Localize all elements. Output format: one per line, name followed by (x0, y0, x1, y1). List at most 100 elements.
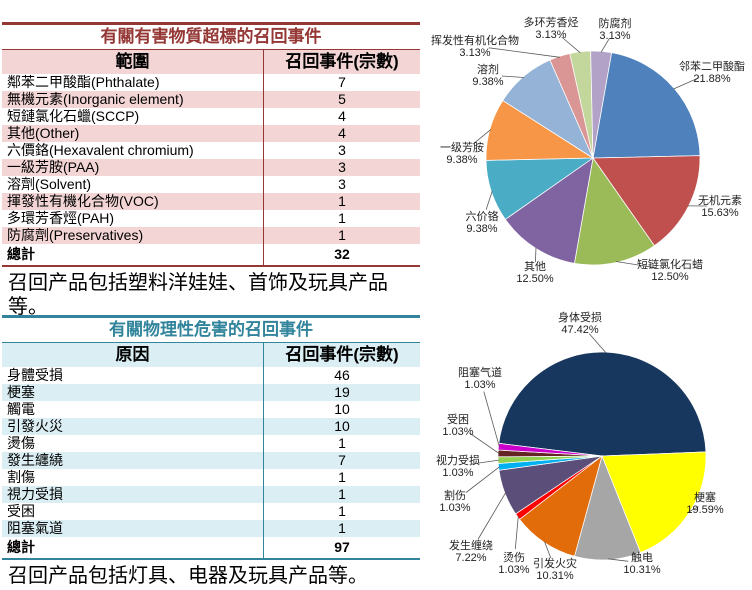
pie-slice-0 (498, 351, 707, 457)
pie-pct-label-5: 9.38% (446, 154, 477, 166)
pie-pct-label-6: 1.03% (439, 502, 470, 514)
row-value: 4 (263, 125, 420, 142)
pie-pct-label-3: 12.50% (516, 273, 554, 285)
row-value: 1 (263, 193, 420, 210)
pie-pct-label-8: 1.03% (442, 426, 473, 438)
table-body: 鄰苯二甲酸酯(Phthalate) 7 無機元素(Inorganic element… (2, 74, 420, 267)
pie-label-1: 梗塞 (694, 490, 716, 504)
row-value: 1 (263, 503, 420, 520)
leader-line-6 (465, 466, 500, 493)
row-label: 一級芳胺(PAA) (2, 159, 264, 176)
pie-pct-label-9: 1.03% (464, 379, 495, 391)
pie-slice-1 (601, 451, 707, 554)
pie-pct-label-2: 12.50% (651, 271, 689, 283)
pie-label-9: 防腐剂 (599, 16, 632, 30)
row-label: 身體受損 (7, 367, 63, 383)
total-value: 97 (263, 537, 420, 560)
row-label: 短鏈氯化石蠟(SCCP) (7, 108, 140, 124)
leader-line-3 (535, 247, 537, 263)
leader-line-3 (544, 541, 552, 559)
row-value: 1 (263, 435, 420, 452)
hazardous-substance-recall-table: 範圍 召回事件(宗數) 鄰苯二甲酸酯(Phthalate) 7 無機元素(Inorga… (2, 50, 420, 267)
row-label: 多環芳香烴(PAH) (7, 210, 115, 226)
header-row: 原因 召回事件(宗數) (2, 343, 420, 367)
leader-line-6 (501, 75, 525, 78)
total-label: 總計 (2, 537, 264, 560)
row-value: 3 (263, 176, 420, 193)
physical-hazard-recall-table: 原因 召回事件(宗數) 身體受損 46 梗塞 19 觸電 10 引發火災 10 燙傷 1 發生纏繞 7 割… (2, 343, 420, 560)
table-body: 身體受損 46 梗塞 19 觸電 10 引發火災 10 燙傷 1 發生纏繞 7 割傷 1 視力受損 1 受困 1 阻… (2, 367, 420, 560)
table-row: 六價鉻(Hexavalent chromium) 3 (2, 142, 420, 159)
pie-pct-label-9: 3.13% (599, 30, 630, 42)
pie-pct-label-6: 9.38% (472, 76, 503, 88)
leader-line-7 (471, 459, 500, 465)
physical-hazard-pie-chart: 身体受损 47.42% 梗塞 19.59% 触电 10.31% 引发火灾 10.31% 烫伤 1.… (420, 305, 752, 590)
pie-label-4: 烫伤 (503, 551, 525, 564)
row-value: 10 (263, 401, 420, 418)
pie-label-7: 视力受损 (436, 453, 480, 467)
pie-pct-label-0: 47.42% (561, 324, 599, 336)
total-row: 總計 32 (2, 244, 420, 267)
table-row: 發生纏繞 7 (2, 452, 420, 469)
leader-line-0 (673, 77, 700, 90)
pie-label-8: 受困 (447, 413, 469, 426)
pie-label-2: 短链氯化石蜡 (637, 257, 703, 271)
pie-label-7: 挥发性有机化合物 (431, 33, 519, 47)
table-row: 揮發性有機化合物(VOC) 1 (2, 193, 420, 210)
pie-pct-label-8: 3.13% (535, 29, 566, 41)
pie-label-5: 一级芳胺 (440, 140, 484, 154)
leader-line-5 (477, 492, 507, 540)
table-row: 短鏈氯化石蠟(SCCP) 4 (2, 108, 420, 125)
column-header-category: 原因 (2, 343, 264, 367)
pie-pct-label-3: 10.31% (536, 570, 574, 582)
pie-pct-label-7: 3.13% (459, 47, 490, 59)
leader-line-4 (485, 190, 493, 210)
pie-svg: 邻苯二甲酸酯21.88%无机元素15.63%短链氯化石蜡12.50%其他12.5… (431, 15, 745, 285)
physical-hazard-recall-section: 有關物理性危害的召回事件 原因 召回事件(宗數) 身體受損 46 梗塞 19 觸電 10 引發… (2, 315, 420, 588)
total-value: 32 (263, 244, 420, 267)
pie-label-3: 引发火灾 (533, 556, 577, 570)
row-value: 3 (263, 159, 420, 176)
leader-line-5 (472, 129, 492, 145)
table-row: 多環芳香烴(PAH) 1 (2, 210, 420, 227)
pie-pct-label-7: 1.03% (442, 467, 473, 479)
table-row: 引發火災 10 (2, 418, 420, 435)
row-label: 引發火災 (2, 418, 264, 435)
table-title-hazardous-substance: 有關有害物質超標的召回事件 (2, 22, 420, 50)
leader-line-0 (588, 333, 607, 354)
pie-pct-label-4: 9.38% (466, 223, 497, 235)
pie-label-2: 触电 (631, 550, 653, 564)
pie-pct-label-5: 7.22% (455, 552, 486, 564)
pie-slice-2 (573, 157, 655, 266)
table-row: 觸電 10 (2, 401, 420, 418)
column-header-category: 範圍 (2, 50, 264, 74)
table-row: 身體受損 46 (2, 367, 420, 384)
row-value: 46 (263, 367, 420, 384)
table-row: 割傷 1 (2, 469, 420, 486)
table-caption-physical-hazard: 召回产品包括灯具、电器及玩具产品等。 (8, 565, 368, 587)
pie-label-6: 割伤 (444, 488, 466, 502)
row-value: 7 (263, 74, 420, 91)
pie-label-8: 多环芳香烃 (524, 15, 579, 29)
pie-label-0: 身体受损 (558, 310, 602, 324)
table-header: 範圍 召回事件(宗數) (2, 50, 420, 74)
leader-line-9 (483, 391, 500, 447)
row-value: 4 (263, 108, 420, 125)
row-label: 發生纏繞 (2, 452, 264, 469)
row-label: 其他(Other) (2, 125, 264, 142)
column-header-count: 召回事件(宗數) (263, 343, 420, 367)
table-row: 防腐劑(Preservatives) 1 (2, 227, 420, 244)
row-label: 觸電 (7, 401, 35, 417)
header-row: 範圍 召回事件(宗數) (2, 50, 420, 74)
row-value: 1 (263, 469, 420, 486)
row-value: 19 (263, 384, 420, 401)
row-label: 梗塞 (2, 384, 264, 401)
row-label: 揮發性有機化合物(VOC) (2, 193, 264, 210)
row-value: 5 (263, 91, 420, 108)
pie-svg: 身体受损47.42%梗塞19.59%触电10.31%引发火灾10.31%烫伤1.… (436, 310, 724, 582)
table-row: 其他(Other) 4 (2, 125, 420, 142)
table-row: 無機元素(Inorganic element) 5 (2, 91, 420, 108)
pie-pct-label-0: 21.88% (693, 73, 731, 85)
row-value: 7 (263, 452, 420, 469)
pie-label-4: 六价铬 (466, 209, 499, 223)
